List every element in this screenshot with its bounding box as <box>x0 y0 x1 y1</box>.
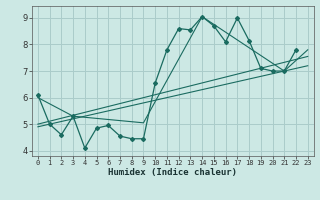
X-axis label: Humidex (Indice chaleur): Humidex (Indice chaleur) <box>108 168 237 177</box>
